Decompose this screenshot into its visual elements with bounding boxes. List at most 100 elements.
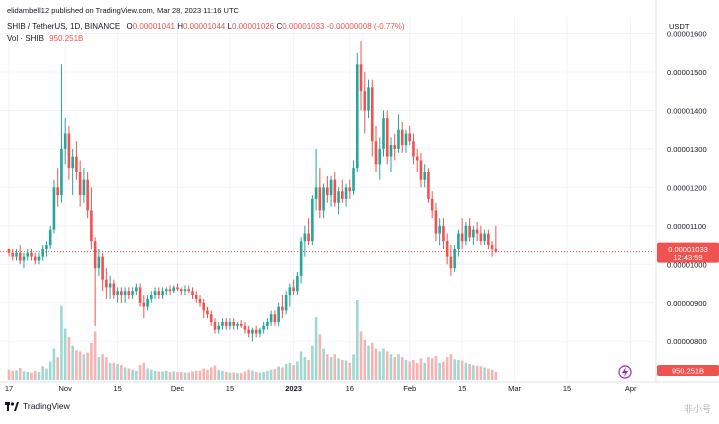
open-value: 0.00001041 [132, 22, 175, 31]
volume-bar [415, 362, 419, 380]
candle-body [179, 289, 183, 292]
volume-bar [472, 365, 475, 380]
candle-body [277, 306, 280, 322]
volume-bar [63, 328, 67, 380]
x-tick-label: 17 [5, 384, 13, 393]
candle-body [434, 210, 438, 234]
x-tick-label: 16 [346, 384, 354, 393]
volume-bar [378, 351, 382, 380]
candle-body [243, 325, 247, 330]
candle-body [105, 279, 108, 288]
candle-body [269, 314, 273, 322]
y-tick-label: 0.00001200 [667, 183, 707, 192]
volume-bar [41, 366, 45, 380]
candle-body [127, 291, 131, 296]
candle-body [329, 179, 333, 196]
volume-bar [457, 360, 460, 380]
volume-bar [251, 370, 254, 380]
candle-body [153, 291, 157, 296]
candle-body [479, 233, 483, 242]
candle-body [326, 187, 329, 196]
volume-bar [393, 357, 397, 380]
candle-body [138, 287, 142, 303]
x-tick-label: 15 [226, 384, 234, 393]
candle-body [183, 289, 187, 292]
x-tick-label: 15 [113, 384, 121, 393]
volume-bar [430, 358, 434, 380]
volume-bar [333, 354, 337, 380]
candle-body [423, 172, 426, 180]
candle-body [415, 156, 419, 161]
candle-body [258, 329, 262, 334]
volume-bar [277, 366, 280, 380]
candle-body [404, 133, 408, 146]
volume-bar [105, 357, 108, 380]
candle-body [221, 322, 224, 326]
volume-bar [209, 367, 213, 380]
candle-body [363, 91, 367, 111]
candle-body [490, 245, 494, 249]
volume-value: 950.251B [49, 34, 84, 43]
candle-body [86, 179, 89, 211]
candle-body [217, 325, 221, 330]
volume-bar [423, 362, 426, 380]
volume-bar [404, 360, 408, 380]
candle-body [22, 256, 26, 261]
candle-body [101, 256, 104, 280]
volume-bar [460, 360, 464, 380]
candle-body [206, 310, 209, 315]
candle-body [146, 298, 149, 307]
candle-body [311, 198, 314, 242]
candle-body [7, 248, 11, 253]
volume-bar [299, 351, 303, 380]
candle-body [202, 302, 206, 311]
candle-body [427, 172, 430, 199]
volume-bar [18, 368, 22, 380]
volume-bar [52, 348, 56, 380]
y-tick-label: 0.00001400 [667, 106, 707, 115]
candle-body [449, 256, 453, 269]
candle-body [374, 141, 378, 165]
close-value: 0.00001033 [282, 22, 325, 31]
volume-bar [75, 350, 78, 380]
candle-body [191, 291, 194, 296]
volume-bar [187, 372, 191, 380]
volume-bar [341, 360, 344, 380]
candle-body [168, 289, 172, 292]
candle-body [232, 322, 235, 326]
volume-bar [397, 354, 400, 380]
volume-bar [116, 364, 119, 380]
candle-body [288, 287, 292, 296]
volume-bar [385, 351, 389, 380]
candle-body [37, 256, 41, 261]
candle-body [299, 241, 303, 276]
volume-bar [468, 364, 471, 380]
candle-body [150, 295, 153, 299]
watermark: 非小号 [683, 404, 711, 414]
candle-body [120, 291, 123, 296]
volume-bar [26, 372, 30, 380]
volume-bar [449, 354, 453, 380]
symbol-title[interactable]: SHIB / TetherUS, 1D, BINANCE [7, 22, 121, 31]
volume-bar [483, 367, 486, 380]
candle-body [464, 225, 468, 242]
candle-body [78, 172, 82, 196]
candle-body [116, 291, 119, 296]
candle-body [41, 248, 45, 257]
volume-bar [288, 362, 292, 380]
tradingview-brand[interactable]: TradingView [5, 401, 70, 411]
volume-bar [307, 360, 310, 380]
y-tick-label: 0.00000900 [667, 299, 707, 308]
candle-body [48, 229, 52, 246]
low-value: 0.00001026 [231, 22, 275, 31]
y-tick-label: 0.00001600 [667, 30, 707, 39]
volume-bar [284, 364, 288, 380]
candle-body [97, 256, 101, 269]
candle-body [15, 252, 18, 257]
candle-body [30, 252, 33, 257]
volume-label[interactable]: Vol · SHIB [7, 34, 44, 43]
y-tick-label: 0.00001300 [667, 145, 707, 154]
lightning-bolt-icon [622, 367, 628, 377]
